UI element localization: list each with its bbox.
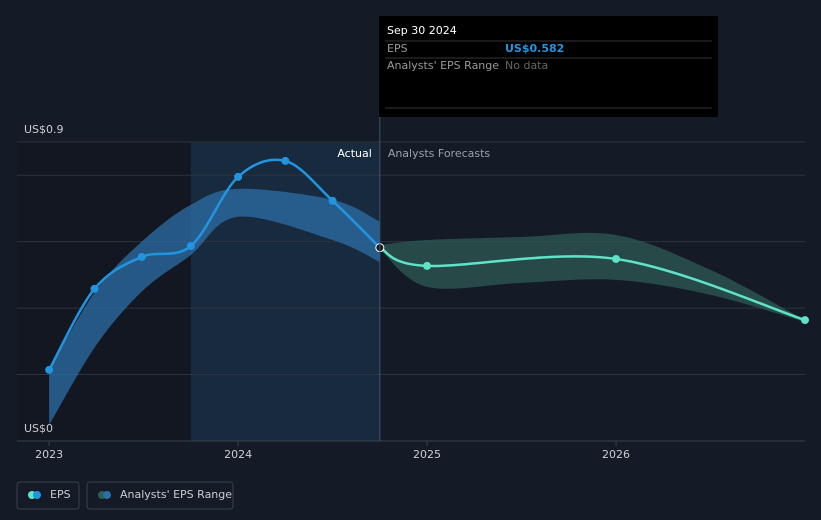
eps-point (45, 365, 54, 374)
tooltip-value: US$0.582 (505, 42, 564, 55)
x-tick-label: 2024 (224, 448, 252, 461)
y-tick-label: US$0 (24, 422, 53, 435)
legend: EPS Analysts' EPS Range (16, 481, 234, 510)
x-tick-label: 2025 (413, 448, 441, 461)
legend-swatch (33, 491, 41, 499)
y-tick-label: US$0.9 (24, 123, 64, 136)
plot: US$0 US$0.9 2023 2024 2025 2026 Actual Analysts… (17, 117, 809, 461)
tooltip-key: EPS (387, 42, 408, 55)
eps-point (801, 316, 809, 325)
eps-point (186, 241, 195, 250)
tooltip: Sep 30 2024 EPS US$0.582 Analysts' EPS R… (379, 16, 718, 117)
legend-label: Analysts' EPS Range (120, 488, 232, 501)
tooltip-value: No data (505, 59, 548, 72)
legend-item[interactable] (16, 481, 80, 510)
eps-point (281, 156, 290, 165)
tooltip-box (379, 16, 718, 117)
eps-point (612, 254, 621, 263)
highlight-region (190, 142, 380, 441)
range-band (379, 232, 805, 323)
tooltip-date: Sep 30 2024 (387, 24, 457, 37)
tooltip-key: Analysts' EPS Range (387, 59, 499, 72)
eps-line (379, 246, 806, 322)
x-tick-label: 2026 (602, 448, 630, 461)
eps-point (423, 261, 432, 270)
legend-item[interactable] (86, 481, 234, 510)
actual-label: Actual (337, 147, 371, 160)
range-band (49, 188, 380, 426)
legend-label: EPS (50, 488, 71, 501)
x-tick-label: 2023 (35, 448, 63, 461)
eps-point (328, 196, 337, 205)
eps-point (137, 252, 146, 261)
eps-point (90, 284, 99, 293)
forecast-label: Analysts Forecasts (388, 147, 491, 160)
eps-point (234, 172, 243, 181)
legend-swatch (103, 491, 111, 499)
